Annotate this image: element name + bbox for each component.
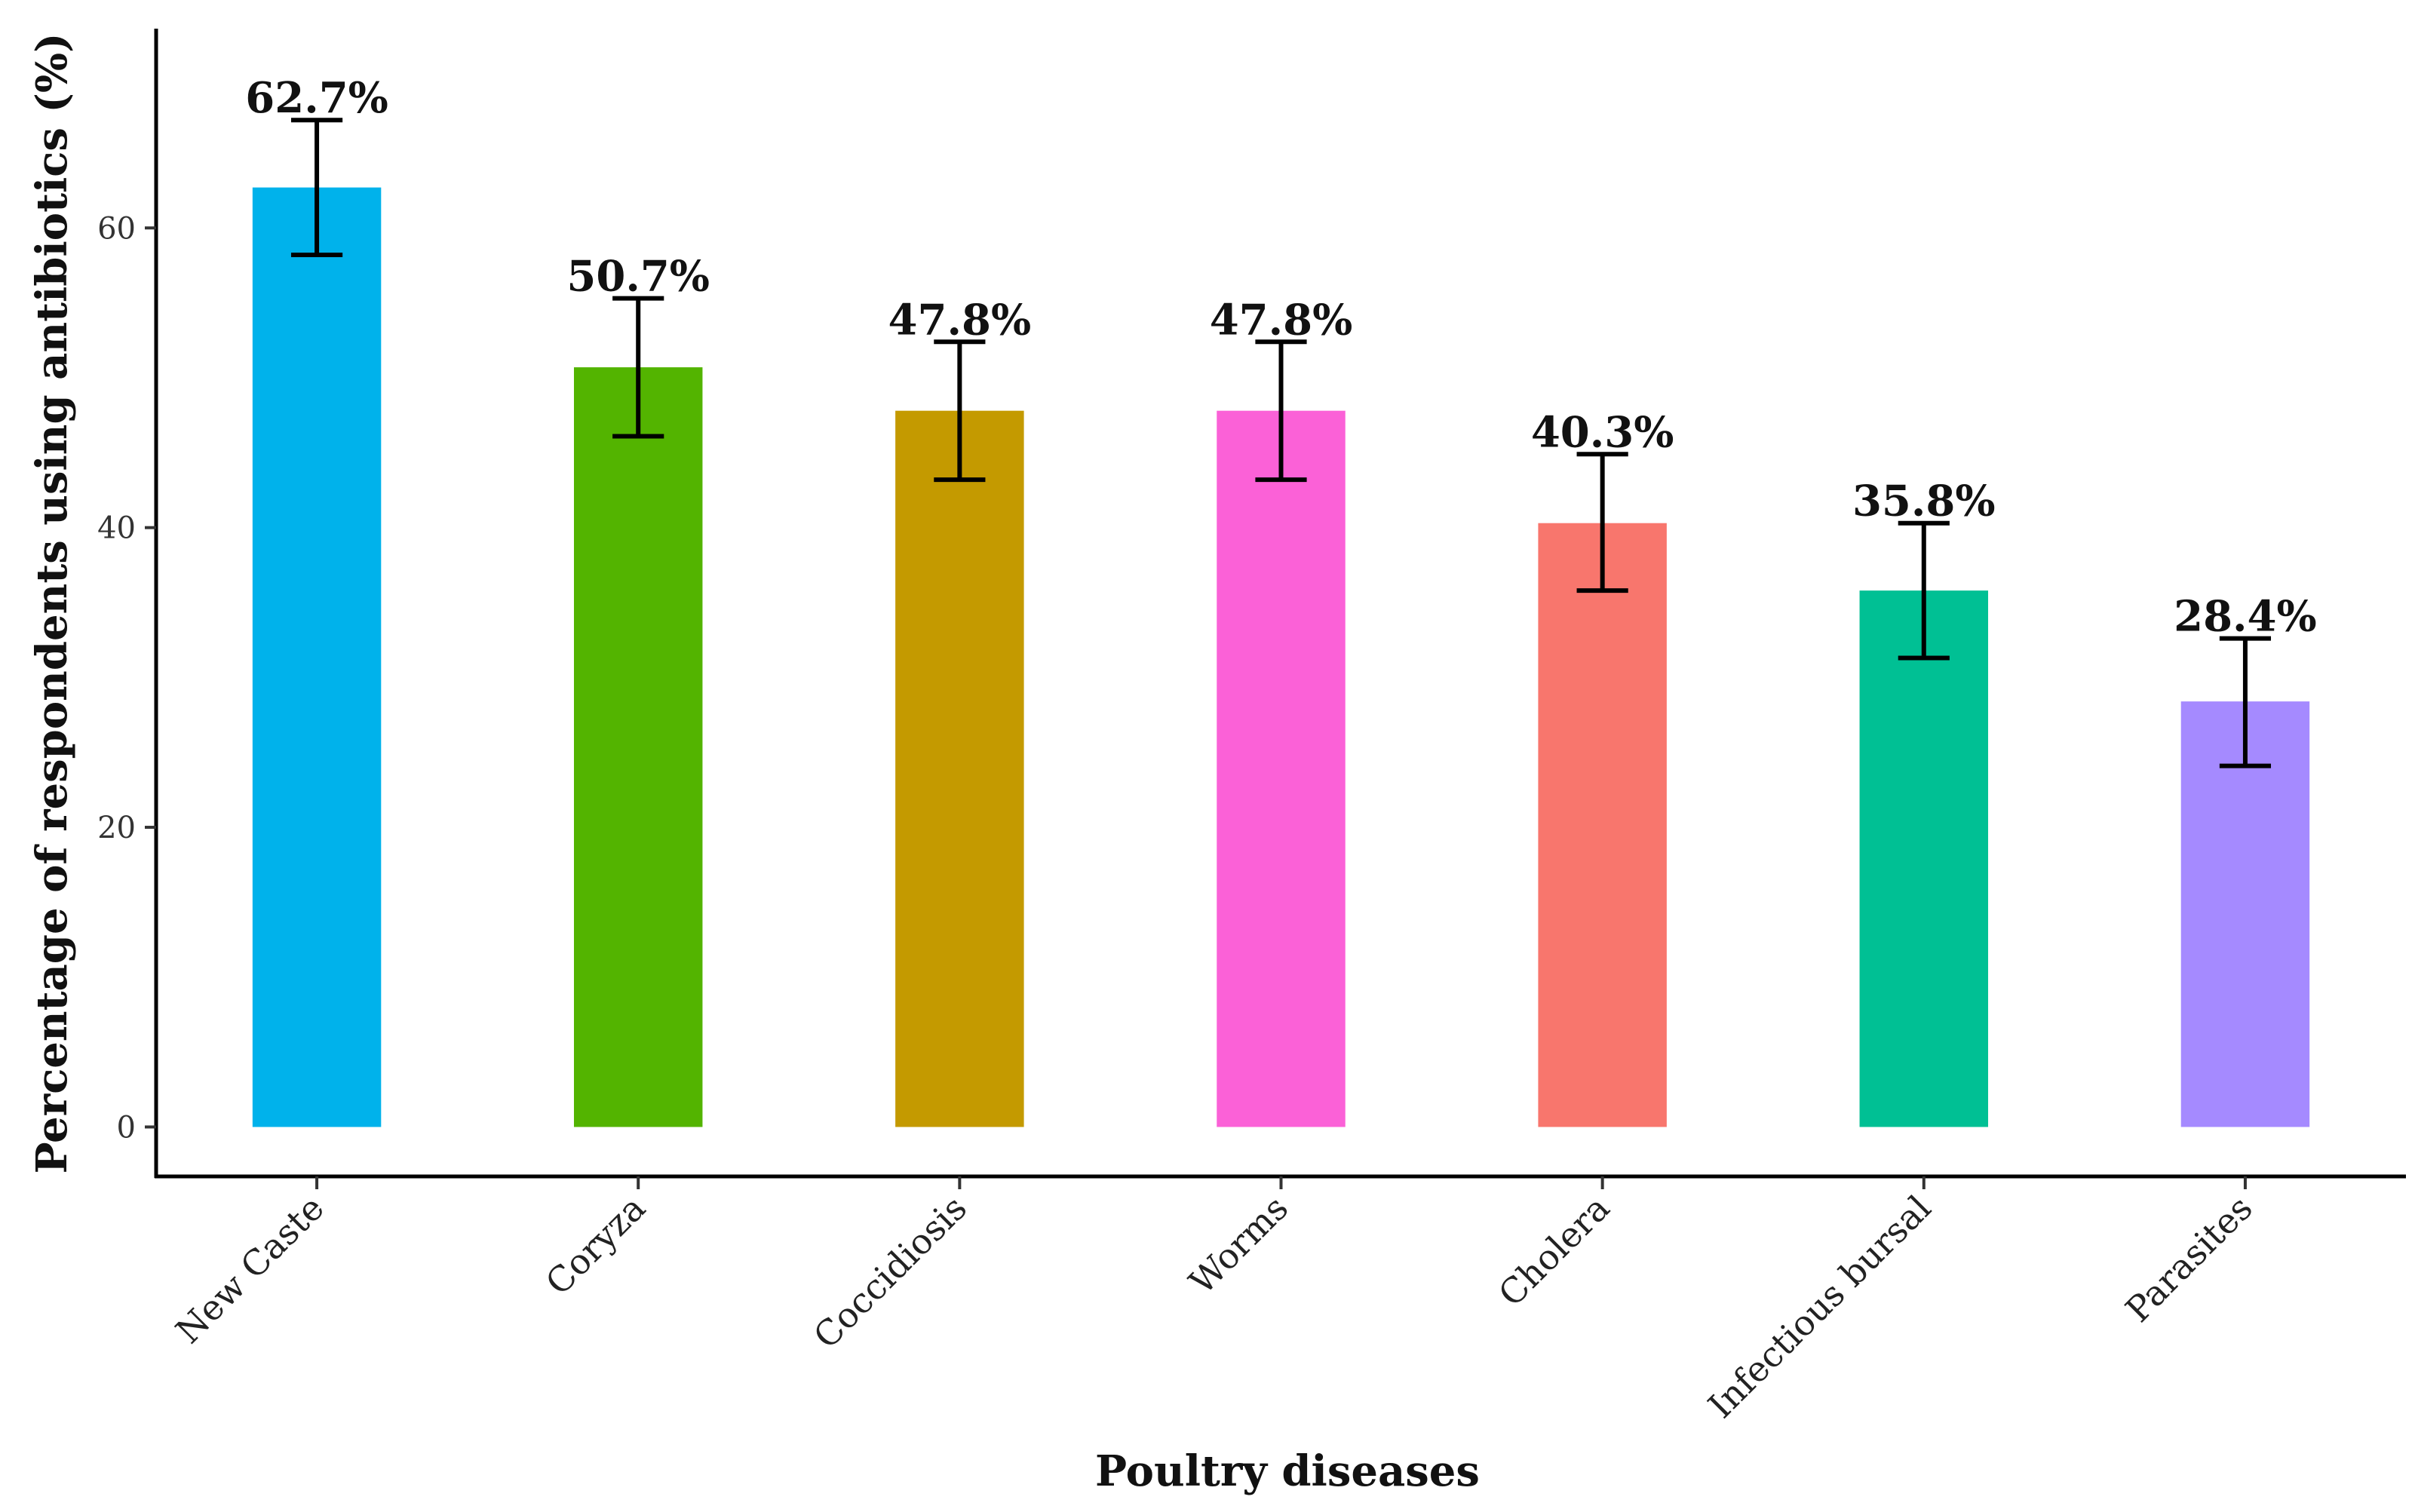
data-label: 50.7%	[566, 252, 710, 302]
bar	[1859, 590, 1989, 1127]
error-bar	[2219, 636, 2272, 768]
data-label: 62.7%	[245, 73, 388, 123]
x-tick-label: Cholera	[1490, 1188, 1617, 1314]
bar	[573, 367, 703, 1127]
y-tick-label: 40	[97, 511, 136, 546]
error-bar	[612, 296, 664, 439]
x-tick-label: Infectious bursal	[1700, 1188, 1938, 1426]
error-bar	[1255, 339, 1307, 483]
error-bar	[290, 118, 343, 258]
x-tick-label: Worms	[1181, 1188, 1296, 1302]
bar	[1217, 410, 1346, 1127]
y-axis-ticks: 0 20 40 60	[97, 211, 156, 1145]
error-bar	[934, 339, 986, 483]
error-bar	[1898, 520, 1950, 661]
data-label: 40.3%	[1531, 407, 1674, 457]
x-tick-label: New Caste	[167, 1188, 331, 1351]
x-axis-tick-labels: New Caste Coryza Coccidiosis Worms Cholera In…	[167, 1176, 2260, 1426]
x-tick-label: Coryza	[538, 1188, 653, 1303]
data-label: 47.8%	[1210, 295, 1353, 345]
data-label: 28.4%	[2174, 592, 2317, 642]
data-label: 35.8%	[1852, 477, 1996, 526]
bar	[252, 187, 382, 1127]
plot-area: 62.7% 50.7% 47.8% 47.8% 40.3% 35.8% 28.4%	[245, 73, 2317, 1127]
x-tick-label: Coccidiosis	[806, 1188, 974, 1357]
y-tick-label: 20	[97, 811, 136, 845]
y-tick-label: 60	[97, 211, 136, 246]
error-bar	[1576, 452, 1628, 593]
y-tick-label: 0	[117, 1110, 136, 1145]
y-axis-title: Percentage of respondents using antibiot…	[27, 32, 77, 1173]
data-label: 47.8%	[888, 295, 1032, 345]
x-tick-label: Parasites	[2118, 1188, 2260, 1330]
bar	[1538, 523, 1667, 1127]
bar	[895, 410, 1024, 1127]
bar	[2180, 701, 2310, 1127]
x-axis-title: Poultry diseases	[1095, 1446, 1480, 1496]
